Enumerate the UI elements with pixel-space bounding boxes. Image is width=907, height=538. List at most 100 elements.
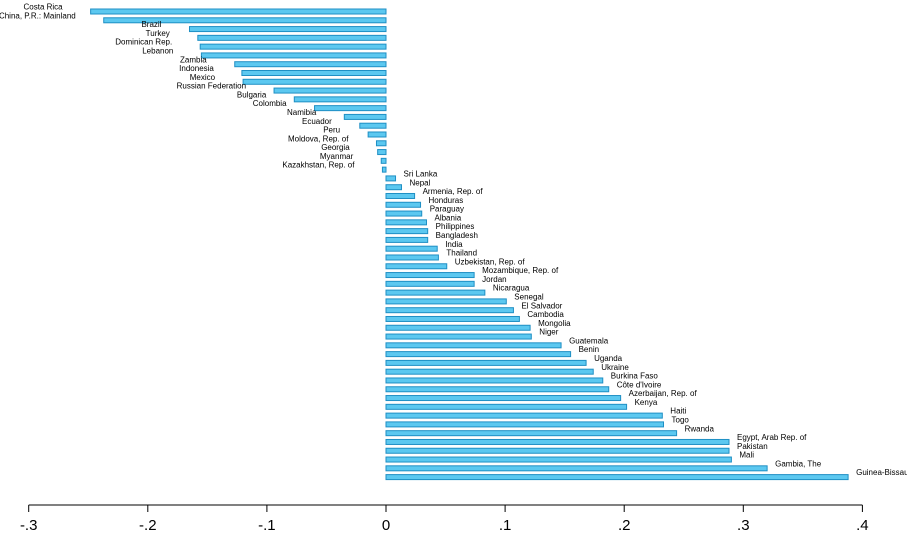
bar bbox=[242, 78, 387, 85]
bar-label: Mozambique, Rep. of bbox=[482, 266, 559, 275]
bar bbox=[385, 395, 622, 402]
x-tick-label: .3 bbox=[737, 517, 750, 534]
bar bbox=[314, 105, 387, 112]
x-tick-label: -.2 bbox=[139, 517, 157, 534]
bar bbox=[385, 359, 587, 366]
bar-label: Niger bbox=[539, 328, 558, 337]
bar-label: Bangladesh bbox=[436, 231, 478, 240]
bar bbox=[385, 228, 429, 235]
bars-group bbox=[90, 8, 849, 481]
bar bbox=[293, 96, 387, 103]
bar-label: Burkina Faso bbox=[611, 372, 659, 381]
bar bbox=[103, 17, 387, 24]
bar bbox=[385, 289, 486, 296]
bar-label: Philippines bbox=[436, 222, 475, 231]
bar-label: Thailand bbox=[446, 249, 477, 258]
bar-label: Mexico bbox=[190, 73, 216, 82]
bar bbox=[385, 465, 768, 472]
bar bbox=[385, 219, 427, 226]
x-tick-label: 0 bbox=[382, 517, 390, 534]
bar-label: Dominican Rep. bbox=[115, 38, 172, 47]
bar-label: Pakistan bbox=[737, 442, 768, 451]
bar-label: Honduras bbox=[429, 196, 464, 205]
bar-label: India bbox=[445, 240, 463, 249]
bar bbox=[385, 307, 514, 314]
x-axis: -.3 -.2 -.1 0 .1 .2 .3 .4 bbox=[20, 504, 869, 534]
bar-label: Guinea-Bissau bbox=[856, 468, 907, 477]
bar bbox=[241, 69, 387, 76]
bar-label: Turkey bbox=[146, 29, 170, 38]
bar bbox=[385, 272, 475, 279]
bar bbox=[375, 140, 387, 147]
bar-label: Benin bbox=[579, 345, 599, 354]
bar-label: Namibia bbox=[287, 108, 317, 117]
bar bbox=[385, 280, 475, 287]
bar-label: Ecuador bbox=[302, 117, 332, 126]
bar bbox=[385, 263, 448, 270]
bar-label: Bulgaria bbox=[237, 90, 267, 99]
bar bbox=[90, 8, 387, 15]
bar bbox=[385, 456, 732, 463]
bar bbox=[199, 43, 387, 50]
x-tick-label: .2 bbox=[618, 517, 631, 534]
bar-label: Uzbekistan, Rep. of bbox=[455, 257, 526, 266]
bar-label: Mali bbox=[739, 451, 754, 460]
bar bbox=[273, 87, 387, 94]
bar bbox=[359, 122, 387, 129]
bar bbox=[385, 430, 678, 437]
bar bbox=[380, 157, 387, 164]
bar bbox=[385, 245, 438, 252]
bar-label: Peru bbox=[323, 126, 340, 135]
bar-label: Kenya bbox=[635, 398, 658, 407]
x-tick-label: .1 bbox=[499, 517, 512, 534]
bar bbox=[385, 438, 730, 445]
bar bbox=[385, 236, 429, 243]
bar-label: Lebanon bbox=[142, 47, 173, 56]
bar-label: El Salvador bbox=[521, 301, 562, 310]
bar-label: Nicaragua bbox=[493, 284, 530, 293]
bar bbox=[385, 421, 665, 428]
bar-label: Armenia, Rep. of bbox=[423, 187, 484, 196]
bar bbox=[385, 368, 594, 375]
bar-label: Indonesia bbox=[179, 64, 214, 73]
bar bbox=[385, 192, 416, 199]
x-tick-label: -.3 bbox=[20, 517, 38, 534]
bar bbox=[367, 131, 387, 138]
bar bbox=[385, 315, 520, 322]
bar-label: Ukraine bbox=[601, 363, 629, 372]
bar-label: Zambia bbox=[180, 55, 207, 64]
bar-label: Uganda bbox=[594, 354, 623, 363]
bar bbox=[385, 351, 572, 358]
bar bbox=[385, 201, 422, 208]
bar bbox=[385, 254, 439, 261]
bar bbox=[385, 377, 604, 384]
bar-label: Cambodia bbox=[527, 310, 564, 319]
bar-label: Mongolia bbox=[538, 319, 571, 328]
bar bbox=[385, 175, 397, 182]
bar bbox=[385, 298, 507, 305]
bar bbox=[385, 324, 531, 331]
bar-label: Georgia bbox=[321, 143, 350, 152]
bar-label: Kazakhstan, Rep. of bbox=[282, 161, 355, 170]
bar bbox=[385, 412, 663, 419]
bar-label: Gambia, The bbox=[775, 459, 822, 468]
bar bbox=[381, 166, 387, 173]
bar-label: Nepal bbox=[409, 178, 430, 187]
bar-label: Rwanda bbox=[685, 424, 715, 433]
bar bbox=[200, 52, 387, 59]
bar bbox=[385, 210, 423, 217]
bar-label: Azerbaijan, Rep. of bbox=[629, 389, 698, 398]
bar-label: Senegal bbox=[514, 293, 544, 302]
bar-label: Albania bbox=[434, 213, 461, 222]
bar-label: Paraguay bbox=[430, 205, 464, 214]
bar-label: Costa Rica bbox=[24, 3, 64, 12]
bar bbox=[385, 474, 849, 481]
bar-label: Haiti bbox=[670, 407, 686, 416]
bar bbox=[385, 342, 562, 349]
bar-label: Colombia bbox=[253, 99, 287, 108]
bar-label: Myanmar bbox=[320, 152, 354, 161]
bar-label: Jordan bbox=[482, 275, 506, 284]
bar-label: Sri Lanka bbox=[404, 170, 438, 179]
